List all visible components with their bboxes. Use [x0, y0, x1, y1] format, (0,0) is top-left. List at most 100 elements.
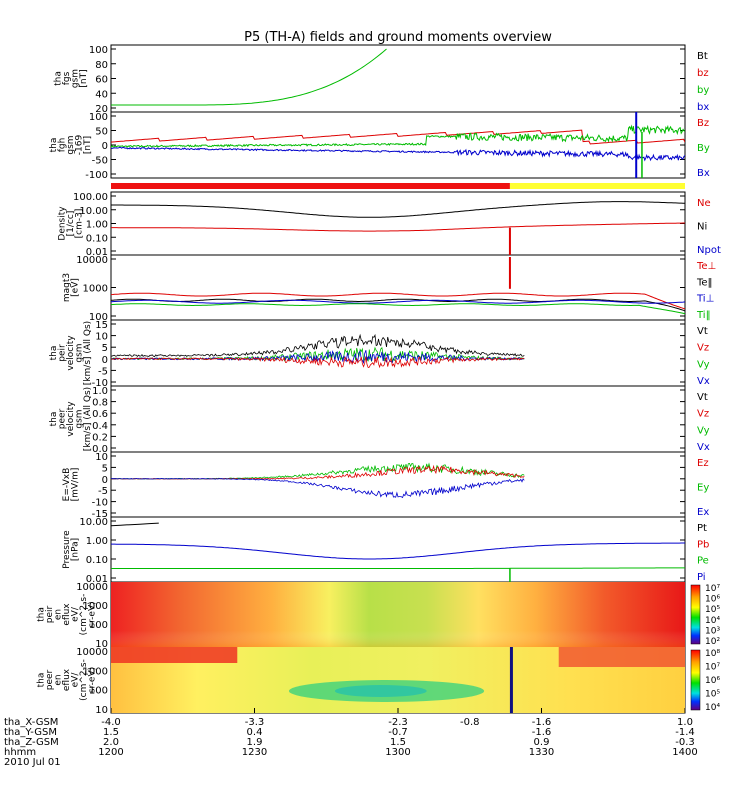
legend-By: By: [697, 143, 710, 154]
panel-frame-pressure: [110, 516, 686, 583]
y-axis-label: velocity: [66, 335, 76, 371]
y-tick-label: 1.00: [86, 220, 108, 231]
trace-fgh-bz: [111, 129, 685, 145]
y-axis-label: tha: [37, 673, 47, 688]
y-tick-label: 100: [89, 620, 108, 631]
y-axis-label: tha: [37, 607, 47, 622]
y-tick-label: 80: [95, 60, 108, 71]
x-tick-label: -1.6: [532, 727, 552, 738]
colorbar-label: 10⁷: [705, 584, 720, 594]
x-tick-label: 1.5: [103, 727, 119, 738]
legend-bz: bz: [697, 68, 709, 79]
y-axis-label: sr-eV): [88, 601, 98, 627]
trace-pi: [111, 542, 685, 560]
y-tick-label: -5: [98, 486, 108, 497]
y-tick-label: 40: [95, 89, 108, 100]
trace-pe: [111, 567, 685, 569]
colorbar-label: 10⁴: [705, 703, 720, 713]
y-tick-label: 1.00: [86, 536, 108, 547]
y-axis-label: tha: [49, 346, 59, 361]
legend-Bz: Bz: [697, 118, 709, 129]
x-tick-label: 2.0: [103, 737, 119, 748]
trace-te-perp: [111, 292, 685, 310]
ion-spectrogram-shading: [111, 582, 685, 647]
x-tick-label: -1.6: [532, 717, 552, 728]
y-tick-label: 60: [95, 75, 108, 86]
y-tick-label: 100: [89, 45, 108, 56]
electron-spectrogram-top-red: [111, 647, 238, 663]
y-tick-label: 10: [95, 639, 108, 650]
panel-pressure: 10.00 1.00 0.10 0.01 Pressure[nPa] Pt Pb Pe Pi: [62, 516, 709, 585]
y-axis-label: fgs: [62, 71, 72, 85]
electron-spectrogram-cyan-core: [334, 685, 427, 697]
x-tick-label: -3.3: [245, 717, 265, 728]
y-axis-label: tha: [53, 71, 63, 86]
chart-title: P5 (TH-A) fields and ground moments over…: [244, 30, 552, 45]
y-axis-label: velocity: [66, 401, 76, 437]
y-tick-label: -10: [92, 378, 108, 389]
x-tick-label: -4.0: [101, 717, 121, 728]
colorbar-label: 10⁷: [705, 663, 720, 673]
y-axis-label: tha: [49, 412, 59, 427]
y-tick-label: 10: [95, 452, 108, 463]
y-axis-label: gsm: [75, 343, 85, 362]
y-tick-label: 0: [102, 355, 108, 366]
colorbar-label: 10⁵: [705, 605, 720, 615]
y-tick-label: 1.0: [92, 386, 108, 397]
electron-spectrogram-gap-line: [509, 647, 513, 713]
y-axis-label: (cm^2-s-: [79, 659, 89, 701]
trace-fgh-by: [111, 124, 685, 148]
y-axis-label: Pressure: [62, 530, 72, 569]
x-tick-label: -0.7: [388, 727, 408, 738]
mode-bar-fast: [509, 183, 685, 189]
legend-Bt: Bt: [697, 51, 708, 62]
x-tick-label: -0.8: [460, 717, 480, 728]
y-tick-label: 10.00: [79, 517, 108, 528]
y-axis-label: eflux: [62, 603, 72, 626]
panel-frame-electron_velocity: [110, 385, 686, 453]
trace-ti-perp: [111, 299, 685, 304]
y-axis-label: Density: [58, 206, 68, 241]
y-axis-label: [km/s] (All Qs): [83, 321, 93, 385]
y-tick-label: 100: [89, 312, 108, 323]
y-axis-label: peir: [45, 605, 55, 623]
x-tick-label: 1.5: [390, 737, 406, 748]
legend-Pt: Pt: [697, 523, 707, 534]
y-axis-label: peer: [58, 408, 68, 429]
x-tick-label: 1.0: [677, 717, 693, 728]
x-date-label: 2010 Jul 01: [4, 757, 61, 768]
y-axis-label: sr-eV): [88, 667, 98, 693]
y-axis-label: gsm: [66, 135, 76, 154]
legend-bx: bx: [697, 102, 709, 113]
legend-Vz: Vz: [697, 343, 709, 354]
y-axis-label: [1/cc]: [66, 211, 76, 237]
electron-spectrogram-top-red-right: [558, 647, 685, 667]
legend-Te⊥: Te⊥: [696, 261, 716, 272]
legend-Ex: Ex: [697, 507, 709, 518]
trace-ti-par: [111, 303, 685, 315]
colorbar-label: 10³: [705, 626, 720, 636]
data-traces: [111, 48, 685, 713]
y-axis-label: peir: [58, 344, 68, 362]
y-axis-label: [nT]: [83, 136, 93, 154]
trace-ni: [111, 201, 685, 218]
colorbar-label: 10⁶: [705, 676, 720, 686]
panel-frame-temperature: [110, 254, 686, 321]
legend-Vt: Vt: [697, 392, 708, 403]
x-tick-label: 1200: [98, 747, 123, 758]
y-tick-label: 0.2: [92, 432, 108, 443]
y-tick-label: 100: [89, 112, 108, 123]
legend-Pb: Pb: [697, 539, 709, 550]
y-axis-label: [nPa]: [70, 538, 80, 561]
colorbar-label: 10⁵: [705, 690, 720, 700]
y-tick-label: -100: [85, 170, 108, 181]
panel-frame-ion_velocity: [110, 319, 686, 387]
y-axis-label: (cm^2-s-: [79, 594, 89, 636]
x-tick-label: 0.4: [247, 727, 263, 738]
y-axis-label: [mV/m]: [70, 468, 80, 502]
y-tick-label: 0.8: [92, 398, 108, 409]
legend-Ni: Ni: [697, 222, 707, 233]
y-tick-label: 1000: [83, 284, 108, 295]
y-axis-label: [cm-3]: [75, 209, 85, 239]
x-tick-label: 1400: [672, 747, 697, 758]
